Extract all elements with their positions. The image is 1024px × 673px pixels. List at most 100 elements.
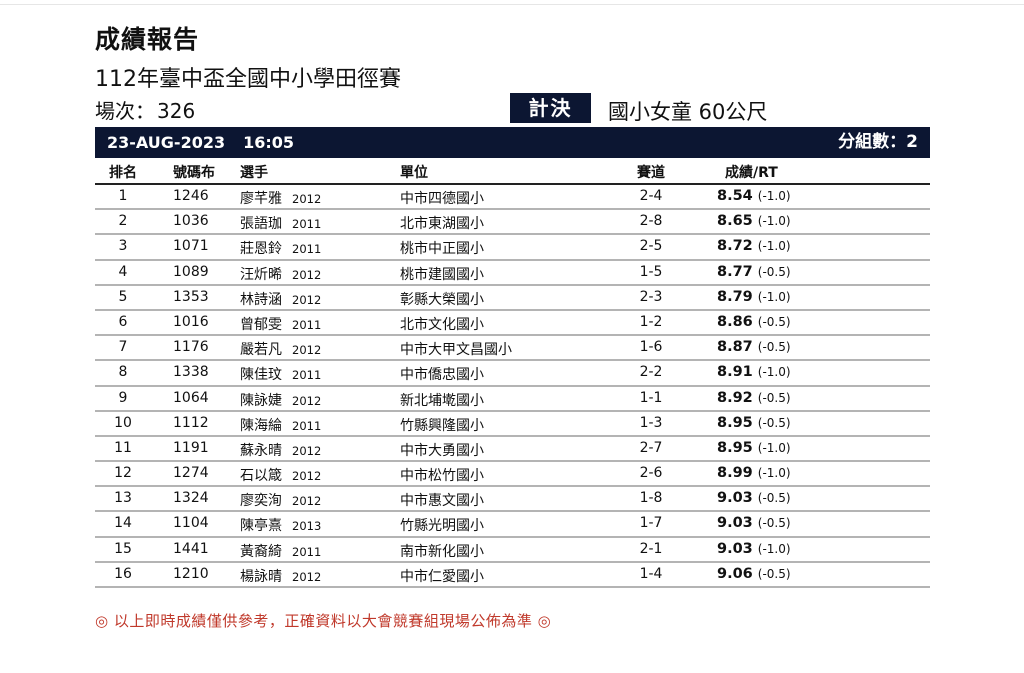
- cell-rank: 13: [114, 490, 132, 507]
- cell-result: 8.72 (-1.0): [717, 238, 791, 254]
- cell-unit: 竹縣光明國小: [400, 518, 484, 535]
- cell-unit: 竹縣興隆國小: [400, 417, 484, 434]
- table-row: 2 1036 張語珈 2011 北市東湖國小 2-8 8.65 (-1.0): [95, 210, 930, 236]
- cell-unit: 彰縣大榮國小: [400, 291, 484, 308]
- result-mark: 8.65: [717, 213, 753, 230]
- result-mark: 9.03: [717, 540, 753, 557]
- result-mark: 8.87: [717, 339, 753, 356]
- athlete-name: 廖奕洵: [240, 493, 282, 510]
- cell-result: 8.79 (-1.0): [717, 289, 791, 305]
- birth-year: 2012: [292, 569, 322, 584]
- event-name: 國小女童 60公尺: [608, 100, 768, 124]
- groups-label: 分組數：: [838, 132, 907, 152]
- cell-bib: 1324: [173, 490, 209, 507]
- cell-athlete: 莊恩鈴 2011: [240, 238, 321, 258]
- birth-year: 2012: [292, 292, 322, 307]
- cell-rank: 10: [114, 414, 132, 431]
- birth-year: 2012: [292, 192, 322, 206]
- table-row: 7 1176 嚴若凡 2012 中市大甲文昌國小 1-6 8.87 (-0.5): [95, 336, 930, 362]
- table-row: 10 1112 陳海綸 2011 竹縣興隆國小 1-3 8.95 (-0.5): [95, 412, 930, 437]
- cell-athlete: 楊詠晴 2012: [240, 566, 321, 586]
- cell-athlete: 汪炘晞 2012: [240, 264, 321, 284]
- wind-reading: (-1.0): [757, 239, 791, 254]
- result-mark: 8.54: [717, 188, 753, 204]
- cell-bib: 1353: [173, 288, 209, 305]
- cell-rank: 9: [118, 389, 128, 406]
- cell-lane: 2-8: [639, 213, 663, 230]
- table-header: 排名 號碼布 選手 單位 賽道 成績/RT: [95, 160, 930, 185]
- cell-bib: 1210: [173, 565, 209, 582]
- cell-athlete: 嚴若凡 2012: [240, 339, 321, 359]
- cell-athlete: 石以箴 2012: [240, 465, 321, 485]
- group-count: 分組數：2: [838, 127, 918, 158]
- cell-rank: 5: [118, 288, 128, 305]
- cell-bib: 1104: [173, 515, 209, 532]
- cell-rank: 1: [118, 188, 128, 204]
- wind-reading: (-0.5): [757, 516, 791, 531]
- cell-unit: 中市惠文國小: [400, 493, 484, 510]
- cell-bib: 1112: [173, 414, 209, 431]
- cell-unit: 中市四德國小: [400, 191, 484, 207]
- cell-bib: 1016: [173, 313, 209, 330]
- table-row: 13 1324 廖奕洵 2012 中市惠文國小 1-8 9.03 (-0.5): [95, 487, 930, 513]
- header-bib: 號碼布: [173, 165, 215, 181]
- cell-unit: 北市文化國小: [400, 316, 484, 333]
- wind-reading: (-1.0): [757, 365, 791, 380]
- result-mark: 8.86: [717, 313, 753, 330]
- wind-reading: (-1.0): [757, 214, 791, 229]
- cell-lane: 2-6: [639, 465, 663, 482]
- event-date: 23-AUG-2023: [107, 133, 226, 152]
- datetime: 23-AUG-2023 16:05: [107, 127, 294, 158]
- event-time: 16:05: [243, 133, 295, 152]
- wind-reading: (-0.5): [757, 566, 791, 581]
- results-table-body: 1 1246 廖芊雅 2012 中市四德國小 2-4 8.54 (-1.0) 2 1036 張語珈 2…: [95, 185, 930, 588]
- birth-year: 2011: [292, 418, 322, 433]
- cell-rank: 16: [114, 565, 132, 582]
- wind-reading: (-0.5): [757, 340, 791, 355]
- cell-result: 8.92 (-0.5): [717, 390, 791, 406]
- cell-athlete: 陳海綸 2011: [240, 415, 321, 435]
- table-row: 4 1089 汪炘晞 2012 桃市建國國小 1-5 8.77 (-0.5): [95, 261, 930, 286]
- cell-result: 8.95 (-1.0): [717, 440, 791, 456]
- result-mark: 8.92: [717, 389, 753, 406]
- cell-bib: 1246: [173, 188, 209, 204]
- cell-unit: 南市新化國小: [400, 543, 484, 560]
- cell-bib: 1176: [173, 339, 209, 356]
- cell-bib: 1274: [173, 465, 209, 482]
- table-row: 6 1016 曾郁雯 2011 北市文化國小 1-2 8.86 (-0.5): [95, 311, 930, 337]
- cell-result: 9.03 (-1.0): [717, 541, 791, 557]
- cell-unit: 中市仁愛國小: [400, 568, 484, 585]
- result-mark: 8.99: [717, 465, 753, 482]
- birth-year: 2013: [292, 519, 322, 534]
- cell-lane: 2-5: [639, 238, 663, 255]
- result-mark: 9.03: [717, 490, 753, 507]
- cell-athlete: 蘇永晴 2012: [240, 440, 321, 460]
- athlete-name: 汪炘晞: [240, 266, 282, 283]
- date-groups-bar: 23-AUG-2023 16:05 分組數：2: [95, 127, 930, 158]
- cell-unit: 桃市建國國小: [400, 266, 484, 283]
- header-rank: 排名: [109, 165, 137, 181]
- cell-unit: 新北埔墘國小: [400, 392, 484, 409]
- cell-bib: 1338: [173, 364, 209, 381]
- result-mark: 8.77: [717, 263, 753, 280]
- table-row: 3 1071 莊恩鈴 2011 桃市中正國小 2-5 8.72 (-1.0): [95, 235, 930, 261]
- birth-year: 2012: [292, 443, 322, 458]
- birth-year: 2012: [292, 343, 322, 358]
- athlete-name: 陳亭熹: [240, 518, 282, 535]
- cell-result: 9.03 (-0.5): [717, 490, 791, 506]
- birth-year: 2011: [292, 317, 322, 332]
- birth-year: 2011: [292, 242, 322, 257]
- cell-result: 9.03 (-0.5): [717, 515, 791, 531]
- cell-rank: 15: [114, 540, 132, 557]
- cell-lane: 1-4: [639, 565, 663, 582]
- wind-reading: (-0.5): [757, 390, 791, 405]
- session-label: 場次：: [95, 99, 155, 123]
- header-result: 成績/RT: [725, 165, 778, 181]
- table-row: 11 1191 蘇永晴 2012 中市大勇國小 2-7 8.95 (-1.0): [95, 436, 930, 463]
- cell-result: 8.87 (-0.5): [717, 339, 791, 355]
- cell-bib: 1089: [173, 263, 209, 280]
- session-number: 326: [157, 99, 196, 123]
- cell-bib: 1191: [173, 439, 209, 456]
- table-row: 16 1210 楊詠晴 2012 中市仁愛國小 1-4 9.06 (-0.5): [95, 563, 930, 588]
- cell-athlete: 廖芊雅 2012: [240, 188, 321, 208]
